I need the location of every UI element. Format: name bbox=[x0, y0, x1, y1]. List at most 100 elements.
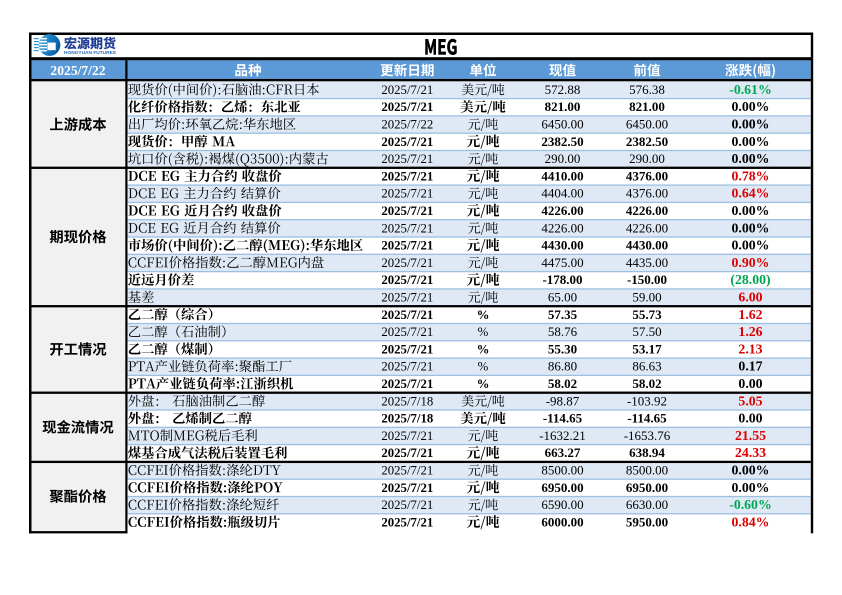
svg-text:55.30: 55.30 bbox=[548, 341, 577, 356]
svg-text:6450.00: 6450.00 bbox=[541, 116, 583, 131]
svg-text:2025/7/21: 2025/7/21 bbox=[381, 152, 433, 166]
svg-text:-103.92: -103.92 bbox=[627, 393, 667, 408]
svg-text:2025/7/21: 2025/7/21 bbox=[381, 187, 433, 201]
svg-text:0.90%: 0.90% bbox=[732, 255, 770, 270]
svg-text:2025/7/21: 2025/7/21 bbox=[381, 498, 433, 512]
svg-text:6950.00: 6950.00 bbox=[626, 480, 668, 495]
svg-text:(28.00): (28.00) bbox=[730, 272, 770, 288]
svg-text:0.00%: 0.00% bbox=[732, 99, 770, 114]
svg-text:0.00%: 0.00% bbox=[732, 220, 770, 235]
svg-text:1.62: 1.62 bbox=[738, 307, 762, 322]
svg-text:0.00%: 0.00% bbox=[732, 462, 770, 477]
svg-text:8500.00: 8500.00 bbox=[626, 462, 668, 477]
svg-text:4376.00: 4376.00 bbox=[626, 186, 668, 201]
svg-text:290.00: 290.00 bbox=[545, 151, 581, 166]
svg-text:2025/7/21: 2025/7/21 bbox=[381, 256, 433, 270]
svg-text:2025/7/18: 2025/7/18 bbox=[381, 394, 433, 408]
svg-text:5.05: 5.05 bbox=[738, 393, 762, 408]
svg-text:2025/7/21: 2025/7/21 bbox=[381, 83, 433, 97]
svg-text:-178.00: -178.00 bbox=[542, 272, 582, 287]
svg-text:4226.00: 4226.00 bbox=[626, 203, 668, 218]
svg-text:2025/7/21: 2025/7/21 bbox=[381, 446, 433, 460]
svg-text:%: % bbox=[477, 308, 490, 322]
svg-text:%: % bbox=[477, 342, 490, 356]
svg-text:6450.00: 6450.00 bbox=[626, 116, 668, 131]
svg-text:2025/7/21: 2025/7/21 bbox=[381, 221, 433, 235]
svg-text:6.00: 6.00 bbox=[738, 289, 762, 304]
svg-text:821.00: 821.00 bbox=[545, 99, 581, 114]
svg-text:8500.00: 8500.00 bbox=[541, 462, 583, 477]
svg-text:6000.00: 6000.00 bbox=[541, 514, 583, 529]
svg-text:HONGYUAN FUTURES: HONGYUAN FUTURES bbox=[64, 50, 117, 56]
svg-text:2025/7/21: 2025/7/21 bbox=[381, 308, 433, 322]
svg-text:%: % bbox=[478, 325, 489, 339]
svg-text:2025/7/21: 2025/7/21 bbox=[381, 342, 433, 356]
svg-text:0.00%: 0.00% bbox=[732, 480, 770, 495]
svg-text:-114.65: -114.65 bbox=[543, 411, 583, 426]
svg-text:-0.61%: -0.61% bbox=[729, 82, 772, 97]
svg-text:%: % bbox=[477, 377, 490, 391]
svg-text:55.73: 55.73 bbox=[632, 307, 662, 322]
svg-text:4226.00: 4226.00 bbox=[541, 220, 583, 235]
svg-text:-1653.76: -1653.76 bbox=[624, 428, 671, 443]
svg-text:0.17: 0.17 bbox=[738, 359, 762, 374]
svg-text:2025/7/21: 2025/7/21 bbox=[381, 135, 433, 149]
svg-text:821.00: 821.00 bbox=[629, 99, 665, 114]
svg-text:2025/7/21: 2025/7/21 bbox=[381, 169, 433, 183]
svg-text:2025/7/21: 2025/7/21 bbox=[381, 204, 433, 218]
svg-text:2025/7/21: 2025/7/21 bbox=[381, 377, 433, 391]
svg-text:2025/7/21: 2025/7/21 bbox=[381, 273, 433, 287]
svg-text:-98.87: -98.87 bbox=[546, 393, 580, 408]
svg-text:2025/7/21: 2025/7/21 bbox=[381, 325, 433, 339]
svg-text:-0.60%: -0.60% bbox=[729, 497, 772, 512]
svg-text:58.02: 58.02 bbox=[548, 376, 577, 391]
svg-text:2025/7/22: 2025/7/22 bbox=[381, 117, 433, 131]
svg-text:572.88: 572.88 bbox=[545, 82, 581, 97]
svg-text:4430.00: 4430.00 bbox=[541, 238, 583, 253]
svg-text:576.38: 576.38 bbox=[629, 82, 665, 97]
svg-text:0.78%: 0.78% bbox=[732, 168, 770, 183]
svg-text:58.76: 58.76 bbox=[548, 324, 578, 339]
svg-text:2025/7/21: 2025/7/21 bbox=[381, 429, 433, 443]
svg-text:290.00: 290.00 bbox=[629, 151, 665, 166]
svg-text:5950.00: 5950.00 bbox=[626, 514, 668, 529]
svg-text:53.17: 53.17 bbox=[632, 341, 662, 356]
svg-text:4376.00: 4376.00 bbox=[626, 168, 668, 183]
svg-text:0.00%: 0.00% bbox=[732, 116, 770, 131]
svg-text:59.00: 59.00 bbox=[632, 289, 661, 304]
svg-text:2025/7/22: 2025/7/22 bbox=[50, 63, 105, 78]
svg-text:4410.00: 4410.00 bbox=[541, 168, 583, 183]
svg-text:0.00%: 0.00% bbox=[732, 203, 770, 218]
svg-text:2025/7/18: 2025/7/18 bbox=[381, 412, 433, 426]
svg-text:4226.00: 4226.00 bbox=[626, 220, 668, 235]
svg-text:86.80: 86.80 bbox=[548, 359, 577, 374]
svg-text:2382.50: 2382.50 bbox=[626, 134, 668, 149]
svg-text:57.50: 57.50 bbox=[632, 324, 661, 339]
svg-text:1.26: 1.26 bbox=[738, 324, 762, 339]
svg-text:-150.00: -150.00 bbox=[627, 272, 667, 287]
svg-text:0.84%: 0.84% bbox=[732, 514, 770, 529]
svg-text:0.00%: 0.00% bbox=[732, 238, 770, 253]
svg-text:0.00%: 0.00% bbox=[732, 134, 770, 149]
svg-text:2025/7/21: 2025/7/21 bbox=[381, 463, 433, 477]
svg-text:4404.00: 4404.00 bbox=[541, 186, 583, 201]
svg-text:4430.00: 4430.00 bbox=[626, 238, 668, 253]
svg-text:-1632.21: -1632.21 bbox=[539, 428, 586, 443]
svg-text:6630.00: 6630.00 bbox=[626, 497, 668, 512]
svg-text:86.63: 86.63 bbox=[632, 359, 661, 374]
svg-text:21.55: 21.55 bbox=[735, 428, 766, 443]
svg-text:2382.50: 2382.50 bbox=[541, 134, 583, 149]
svg-text:65.00: 65.00 bbox=[548, 289, 577, 304]
svg-text:638.94: 638.94 bbox=[629, 445, 665, 460]
svg-text:2.13: 2.13 bbox=[738, 341, 762, 356]
svg-text:0.00%: 0.00% bbox=[732, 151, 770, 166]
svg-text:4226.00: 4226.00 bbox=[541, 203, 583, 218]
svg-text:2025/7/21: 2025/7/21 bbox=[381, 515, 433, 529]
svg-text:2025/7/21: 2025/7/21 bbox=[381, 290, 433, 304]
svg-text:2025/7/21: 2025/7/21 bbox=[381, 100, 433, 114]
svg-text:58.02: 58.02 bbox=[632, 376, 661, 391]
svg-text:663.27: 663.27 bbox=[545, 445, 581, 460]
svg-text:0.00: 0.00 bbox=[738, 376, 762, 391]
svg-text:4475.00: 4475.00 bbox=[541, 255, 583, 270]
svg-text:%: % bbox=[478, 360, 489, 374]
